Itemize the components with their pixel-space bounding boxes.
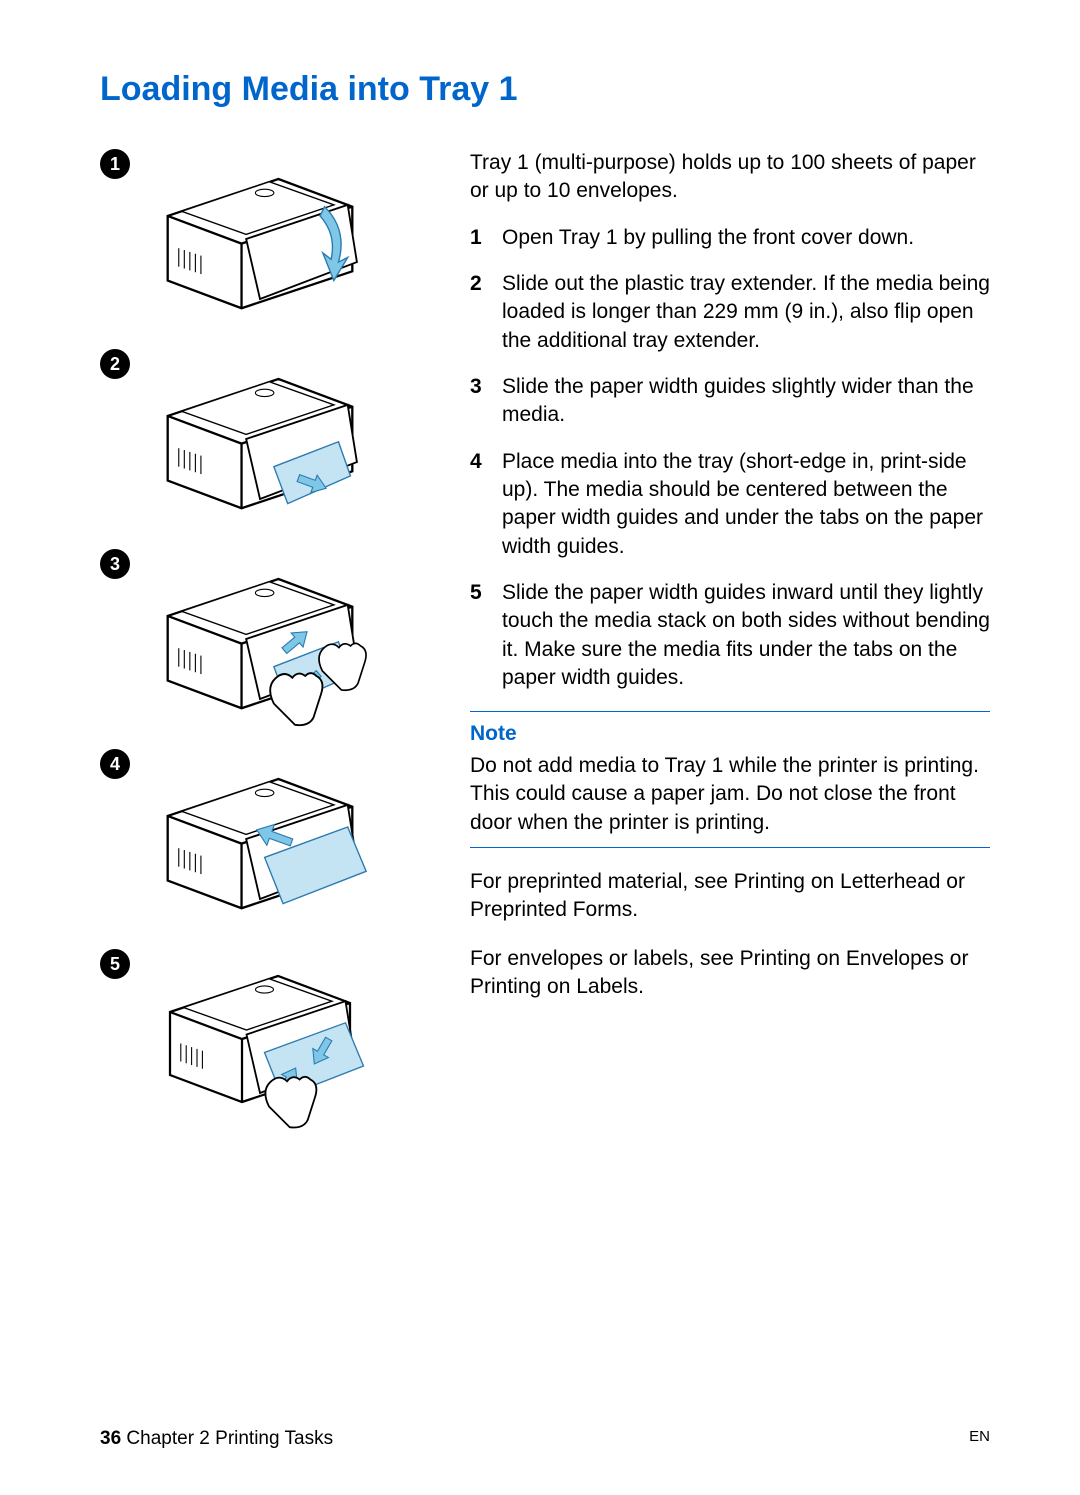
printer-illustration-1 bbox=[140, 149, 380, 329]
step-number: 1 bbox=[470, 224, 502, 252]
printer-illustration-5 bbox=[140, 949, 380, 1129]
step-number: 5 bbox=[470, 579, 502, 692]
page-number: 36 bbox=[100, 1428, 121, 1449]
step-number: 4 bbox=[470, 448, 502, 561]
illustration-column: 1 2 3 bbox=[100, 149, 440, 1129]
figure-1: 1 bbox=[100, 149, 440, 329]
figure-2: 2 bbox=[100, 349, 440, 529]
figure-3: 3 bbox=[100, 549, 440, 729]
note-label: Note bbox=[470, 720, 990, 748]
step-text: Slide the paper width guides inward unti… bbox=[502, 579, 990, 692]
steps-list: 1 Open Tray 1 by pulling the front cover… bbox=[470, 224, 990, 693]
step-text: Open Tray 1 by pulling the front cover d… bbox=[502, 224, 990, 252]
figure-5: 5 bbox=[100, 949, 440, 1129]
step-number: 2 bbox=[470, 270, 502, 355]
text-column: Tray 1 (multi-purpose) holds up to 100 s… bbox=[470, 149, 990, 1129]
note-block: Note Do not add media to Tray 1 while th… bbox=[470, 711, 990, 848]
step-text: Slide the paper width guides slightly wi… bbox=[502, 373, 990, 430]
figure-bullet-5: 5 bbox=[100, 949, 130, 979]
step-3: 3 Slide the paper width guides slightly … bbox=[470, 373, 990, 430]
step-number: 3 bbox=[470, 373, 502, 430]
language-label: EN bbox=[969, 1428, 990, 1450]
figure-bullet-4: 4 bbox=[100, 749, 130, 779]
step-text: Place media into the tray (short-edge in… bbox=[502, 448, 990, 561]
figure-bullet-3: 3 bbox=[100, 549, 130, 579]
intro-text: Tray 1 (multi-purpose) holds up to 100 s… bbox=[470, 149, 990, 206]
step-2: 2 Slide out the plastic tray extender. I… bbox=[470, 270, 990, 355]
page-footer: 36 Chapter 2 Printing Tasks EN bbox=[100, 1428, 990, 1450]
figure-bullet-2: 2 bbox=[100, 349, 130, 379]
chapter-label: Chapter 2 Printing Tasks bbox=[126, 1428, 333, 1449]
printer-illustration-4 bbox=[140, 749, 380, 929]
printer-illustration-3 bbox=[140, 549, 380, 729]
step-text: Slide out the plastic tray extender. If … bbox=[502, 270, 990, 355]
page-title: Loading Media into Tray 1 bbox=[100, 70, 990, 109]
printer-illustration-2 bbox=[140, 349, 380, 529]
step-5: 5 Slide the paper width guides inward un… bbox=[470, 579, 990, 692]
step-1: 1 Open Tray 1 by pulling the front cover… bbox=[470, 224, 990, 252]
paragraph-envelopes: For envelopes or labels, see Printing on… bbox=[470, 945, 990, 1002]
content-area: 1 2 3 bbox=[100, 149, 990, 1129]
note-text: Do not add media to Tray 1 while the pri… bbox=[470, 752, 990, 837]
step-4: 4 Place media into the tray (short-edge … bbox=[470, 448, 990, 561]
footer-left: 36 Chapter 2 Printing Tasks bbox=[100, 1428, 333, 1450]
figure-bullet-1: 1 bbox=[100, 149, 130, 179]
paragraph-preprinted: For preprinted material, see Printing on… bbox=[470, 868, 990, 925]
figure-4: 4 bbox=[100, 749, 440, 929]
